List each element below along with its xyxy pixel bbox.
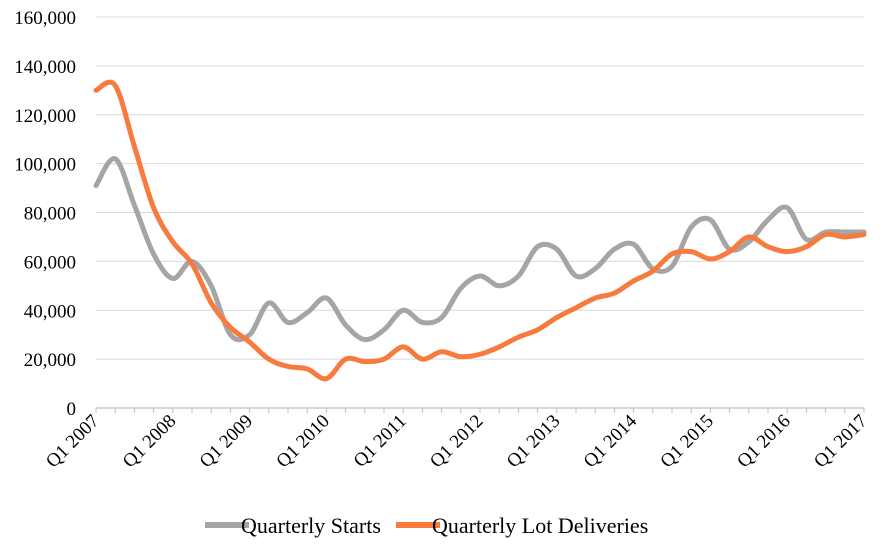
y-tick-label: 100,000 — [14, 155, 76, 176]
y-axis-tick-labels: 0 20,000 40,000 60,000 80,000 100,000 120,000 1… — [14, 8, 76, 420]
series-line-quarterly-lot-deliveries — [93, 79, 867, 382]
y-tick-label: 20,000 — [24, 350, 76, 371]
gridlines — [96, 16, 864, 360]
series-line-quarterly-starts — [93, 156, 867, 343]
x-tick-label: Q1 2014 — [580, 410, 642, 472]
x-tick-label: Q1 2013 — [503, 411, 565, 473]
legend-item: Quarterly Lot Deliveries — [396, 513, 648, 538]
axes — [95, 407, 865, 413]
y-tick-label: 140,000 — [14, 57, 76, 78]
y-tick-label: 120,000 — [14, 106, 76, 127]
x-tick-label: Q1 2016 — [733, 411, 795, 473]
y-tick-label: 0 — [67, 399, 77, 420]
y-tick-label: 160,000 — [14, 8, 76, 29]
x-axis-tick-labels: Q1 2007 Q1 2008 Q1 2009 Q1 2010 Q1 2011 Q1 20… — [42, 410, 872, 472]
legend-label: Quarterly Lot Deliveries — [432, 513, 648, 538]
y-tick-label: 60,000 — [24, 252, 76, 273]
x-tick-label: Q1 2012 — [426, 411, 488, 473]
x-tick-label: Q1 2011 — [350, 411, 411, 472]
x-tick-label: Q1 2008 — [119, 411, 181, 473]
x-tick-label: Q1 2010 — [272, 411, 334, 473]
x-tick-label: Q1 2017 — [810, 411, 872, 473]
legend-item: Quarterly Starts — [205, 513, 381, 538]
y-tick-label: 40,000 — [24, 301, 76, 322]
x-tick-label: Q1 2009 — [196, 411, 258, 473]
y-tick-label: 80,000 — [24, 204, 76, 225]
legend-label: Quarterly Starts — [241, 513, 381, 538]
legend: Quarterly Starts Quarterly Lot Deliveries — [205, 513, 648, 538]
series-lines — [93, 79, 867, 382]
x-tick-label: Q1 2015 — [656, 411, 718, 473]
